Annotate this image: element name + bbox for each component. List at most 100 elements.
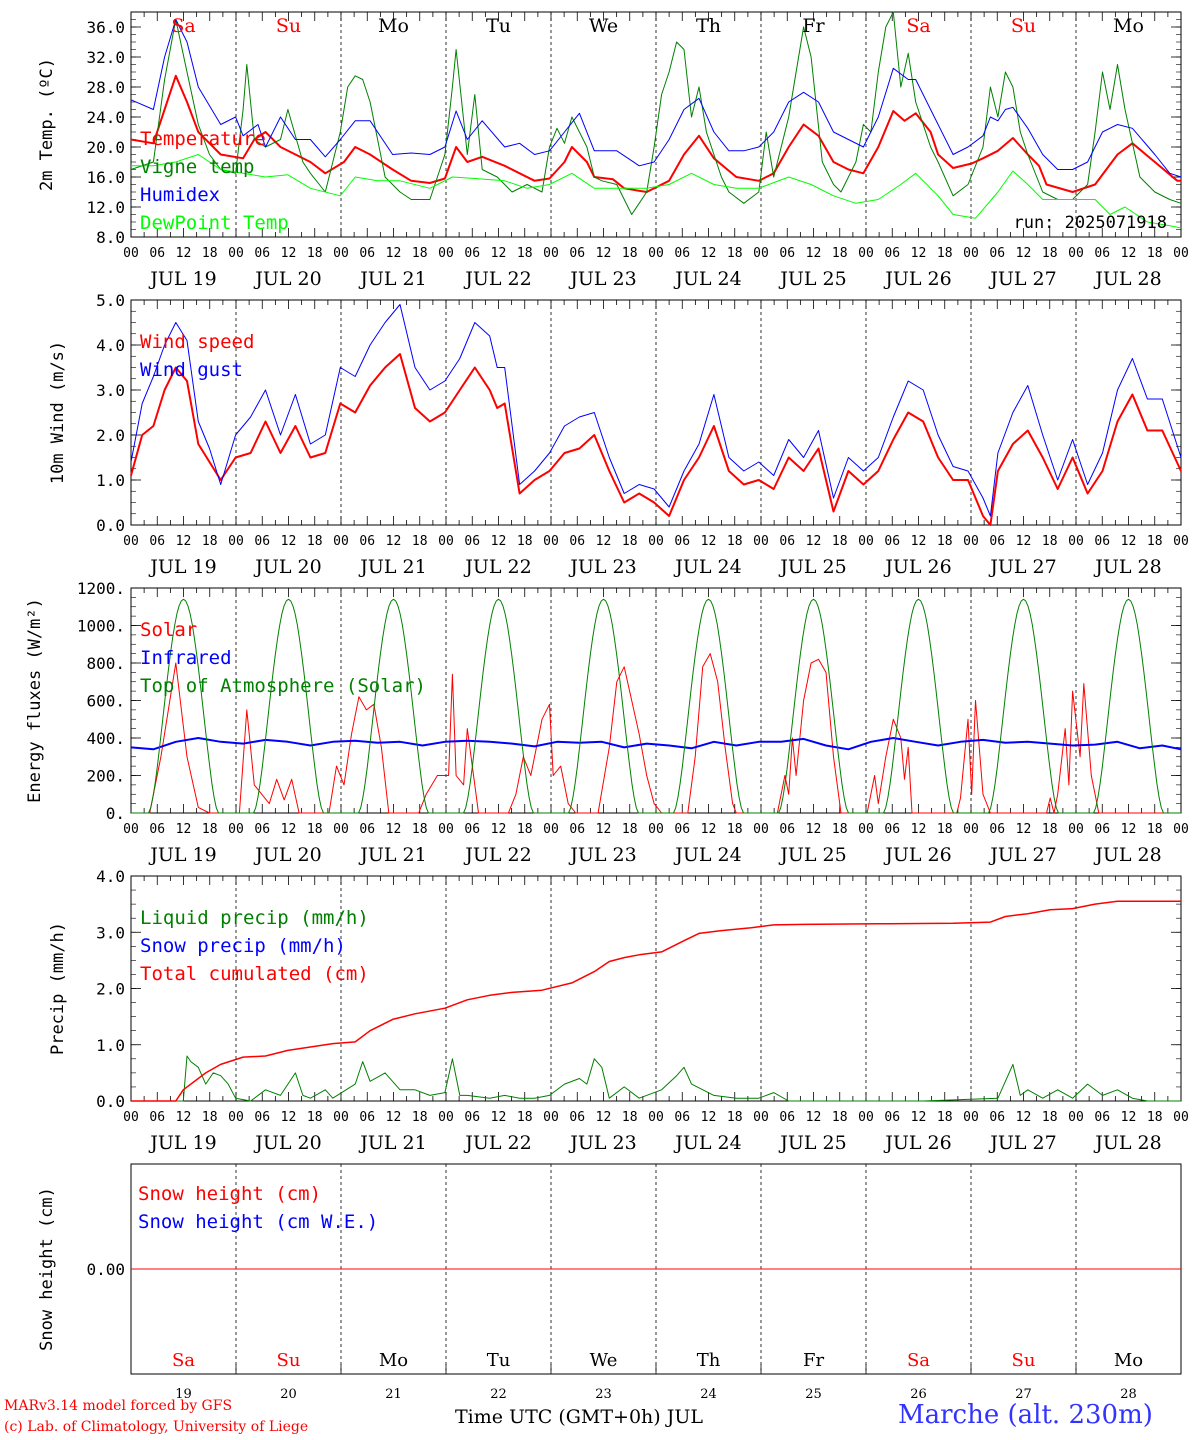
y-axis-title: 2m Temp. (ºC) — [37, 58, 57, 191]
hour-label: 12 — [911, 246, 927, 261]
hour-label: 18 — [202, 246, 218, 261]
legend-entry: Humidex — [140, 184, 220, 206]
date-label: JUL 23 — [568, 556, 636, 578]
y-tick-label: 600. — [86, 692, 125, 711]
hour-label: 18 — [1042, 1110, 1058, 1125]
day-name: Th — [696, 15, 721, 37]
date-label: JUL 26 — [883, 268, 951, 290]
legend-entry: DewPoint Temp — [140, 212, 289, 234]
day-name: Su — [276, 15, 301, 37]
hour-label: 00 — [963, 822, 979, 837]
hour-label: 18 — [307, 822, 323, 837]
hour-label: 18 — [1042, 822, 1058, 837]
hour-label: 00 — [123, 822, 139, 837]
date-label: JUL 28 — [1093, 268, 1161, 290]
series-line-dewpoint-temp — [131, 154, 1182, 229]
hour-label: 12 — [701, 822, 717, 837]
date-label: JUL 21 — [358, 268, 426, 290]
hour-label: 06 — [569, 1110, 585, 1125]
hour-label: 00 — [228, 822, 244, 837]
legend-entry: Liquid precip (mm/h) — [140, 907, 369, 929]
hour-label: 18 — [307, 1110, 323, 1125]
hour-label: 12 — [491, 246, 507, 261]
hour-label: 06 — [569, 534, 585, 549]
y-tick-label: 400. — [86, 729, 125, 748]
y-tick-label: 1.0 — [96, 471, 125, 490]
hour-label: 12 — [491, 822, 507, 837]
hour-label: 18 — [202, 822, 218, 837]
hour-label: 06 — [884, 822, 900, 837]
hour-label: 06 — [779, 534, 795, 549]
hour-label: 18 — [412, 1110, 428, 1125]
series-line-liquid-precip-mm-h- — [131, 1055, 1181, 1102]
date-label: JUL 24 — [673, 844, 741, 866]
hour-label: 12 — [806, 534, 822, 549]
panel-wind: 0.0 1.0 2.0 3.0 4.0 5.0 10m Wind (m/s) Wind spe… — [48, 291, 1189, 578]
y-axis-title: Snow height (cm) — [37, 1187, 57, 1351]
hour-label: 00 — [858, 822, 874, 837]
hour-label: 06 — [149, 246, 165, 261]
hour-label: 18 — [202, 534, 218, 549]
hour-label: 12 — [596, 1110, 612, 1125]
hour-label: 18 — [622, 822, 638, 837]
y-tick-label: 24.0 — [86, 108, 125, 127]
date-label: JUL 19 — [148, 1132, 216, 1154]
hour-label: 06 — [464, 1110, 480, 1125]
date-label: JUL 20 — [253, 1132, 321, 1154]
hour-label: 12 — [1016, 1110, 1032, 1125]
day-number: 20 — [280, 1387, 297, 1402]
hour-label: 18 — [832, 1110, 848, 1125]
plot-frame — [130, 587, 1182, 814]
panel-snow: 0.00 Snow height (cm) Snow height (cm) Snow… — [37, 1163, 1182, 1402]
hour-label: 12 — [1016, 822, 1032, 837]
y-tick-label: 2.0 — [96, 426, 125, 445]
y-tick-label: 200. — [86, 767, 125, 786]
hour-label: 00 — [1068, 822, 1084, 837]
y-tick-label: 800. — [86, 654, 125, 673]
day-name: Sa — [172, 1350, 195, 1371]
series-line-temperature — [130, 74, 1181, 193]
hour-label: 06 — [884, 246, 900, 261]
legend-entry: Snow height (cm) — [138, 1183, 321, 1205]
hour-label: 00 — [333, 822, 349, 837]
hour-label: 00 — [753, 822, 769, 837]
y-tick-label: 1200. — [77, 579, 125, 598]
hour-label: 00 — [963, 246, 979, 261]
hour-label: 06 — [1094, 534, 1110, 549]
hour-label: 12 — [386, 822, 402, 837]
day-name: Mo — [378, 15, 409, 37]
hour-label: 00 — [123, 534, 139, 549]
y-tick-label: 36.0 — [86, 18, 125, 37]
hour-label: 12 — [596, 534, 612, 549]
panel-energy: 0. 200. 400. 600. 800. 1000. 1200. Energy fluxe… — [25, 579, 1189, 866]
y-tick-label: 1000. — [77, 617, 125, 636]
y-tick-label: 2.0 — [96, 980, 125, 999]
hour-label: 06 — [464, 534, 480, 549]
legend-entry: Snow height (cm W.E.) — [138, 1211, 378, 1233]
plot-frame — [130, 11, 1182, 238]
hour-label: 12 — [596, 822, 612, 837]
legend-entry: Temperature — [140, 128, 266, 150]
hour-label: 00 — [753, 246, 769, 261]
hour-label: 06 — [254, 534, 270, 549]
hour-label: 00 — [1173, 1110, 1189, 1125]
hour-label: 18 — [1042, 246, 1058, 261]
date-label: JUL 20 — [253, 556, 321, 578]
hour-label: 00 — [858, 1110, 874, 1125]
date-label: JUL 28 — [1093, 1132, 1161, 1154]
legend-entry: Vigne temp — [140, 156, 254, 178]
hour-label: 00 — [1068, 246, 1084, 261]
hour-label: 18 — [832, 534, 848, 549]
hour-label: 12 — [176, 822, 192, 837]
hour-label: 00 — [963, 1110, 979, 1125]
hour-label: 00 — [333, 1110, 349, 1125]
day-name: Sa — [171, 15, 195, 37]
hour-label: 06 — [149, 1110, 165, 1125]
date-label: JUL 26 — [883, 1132, 951, 1154]
hour-label: 12 — [701, 1110, 717, 1125]
hour-label: 00 — [963, 534, 979, 549]
y-tick-label: 4.0 — [96, 336, 125, 355]
day-name: Su — [1012, 1350, 1036, 1371]
hour-label: 06 — [1094, 1110, 1110, 1125]
